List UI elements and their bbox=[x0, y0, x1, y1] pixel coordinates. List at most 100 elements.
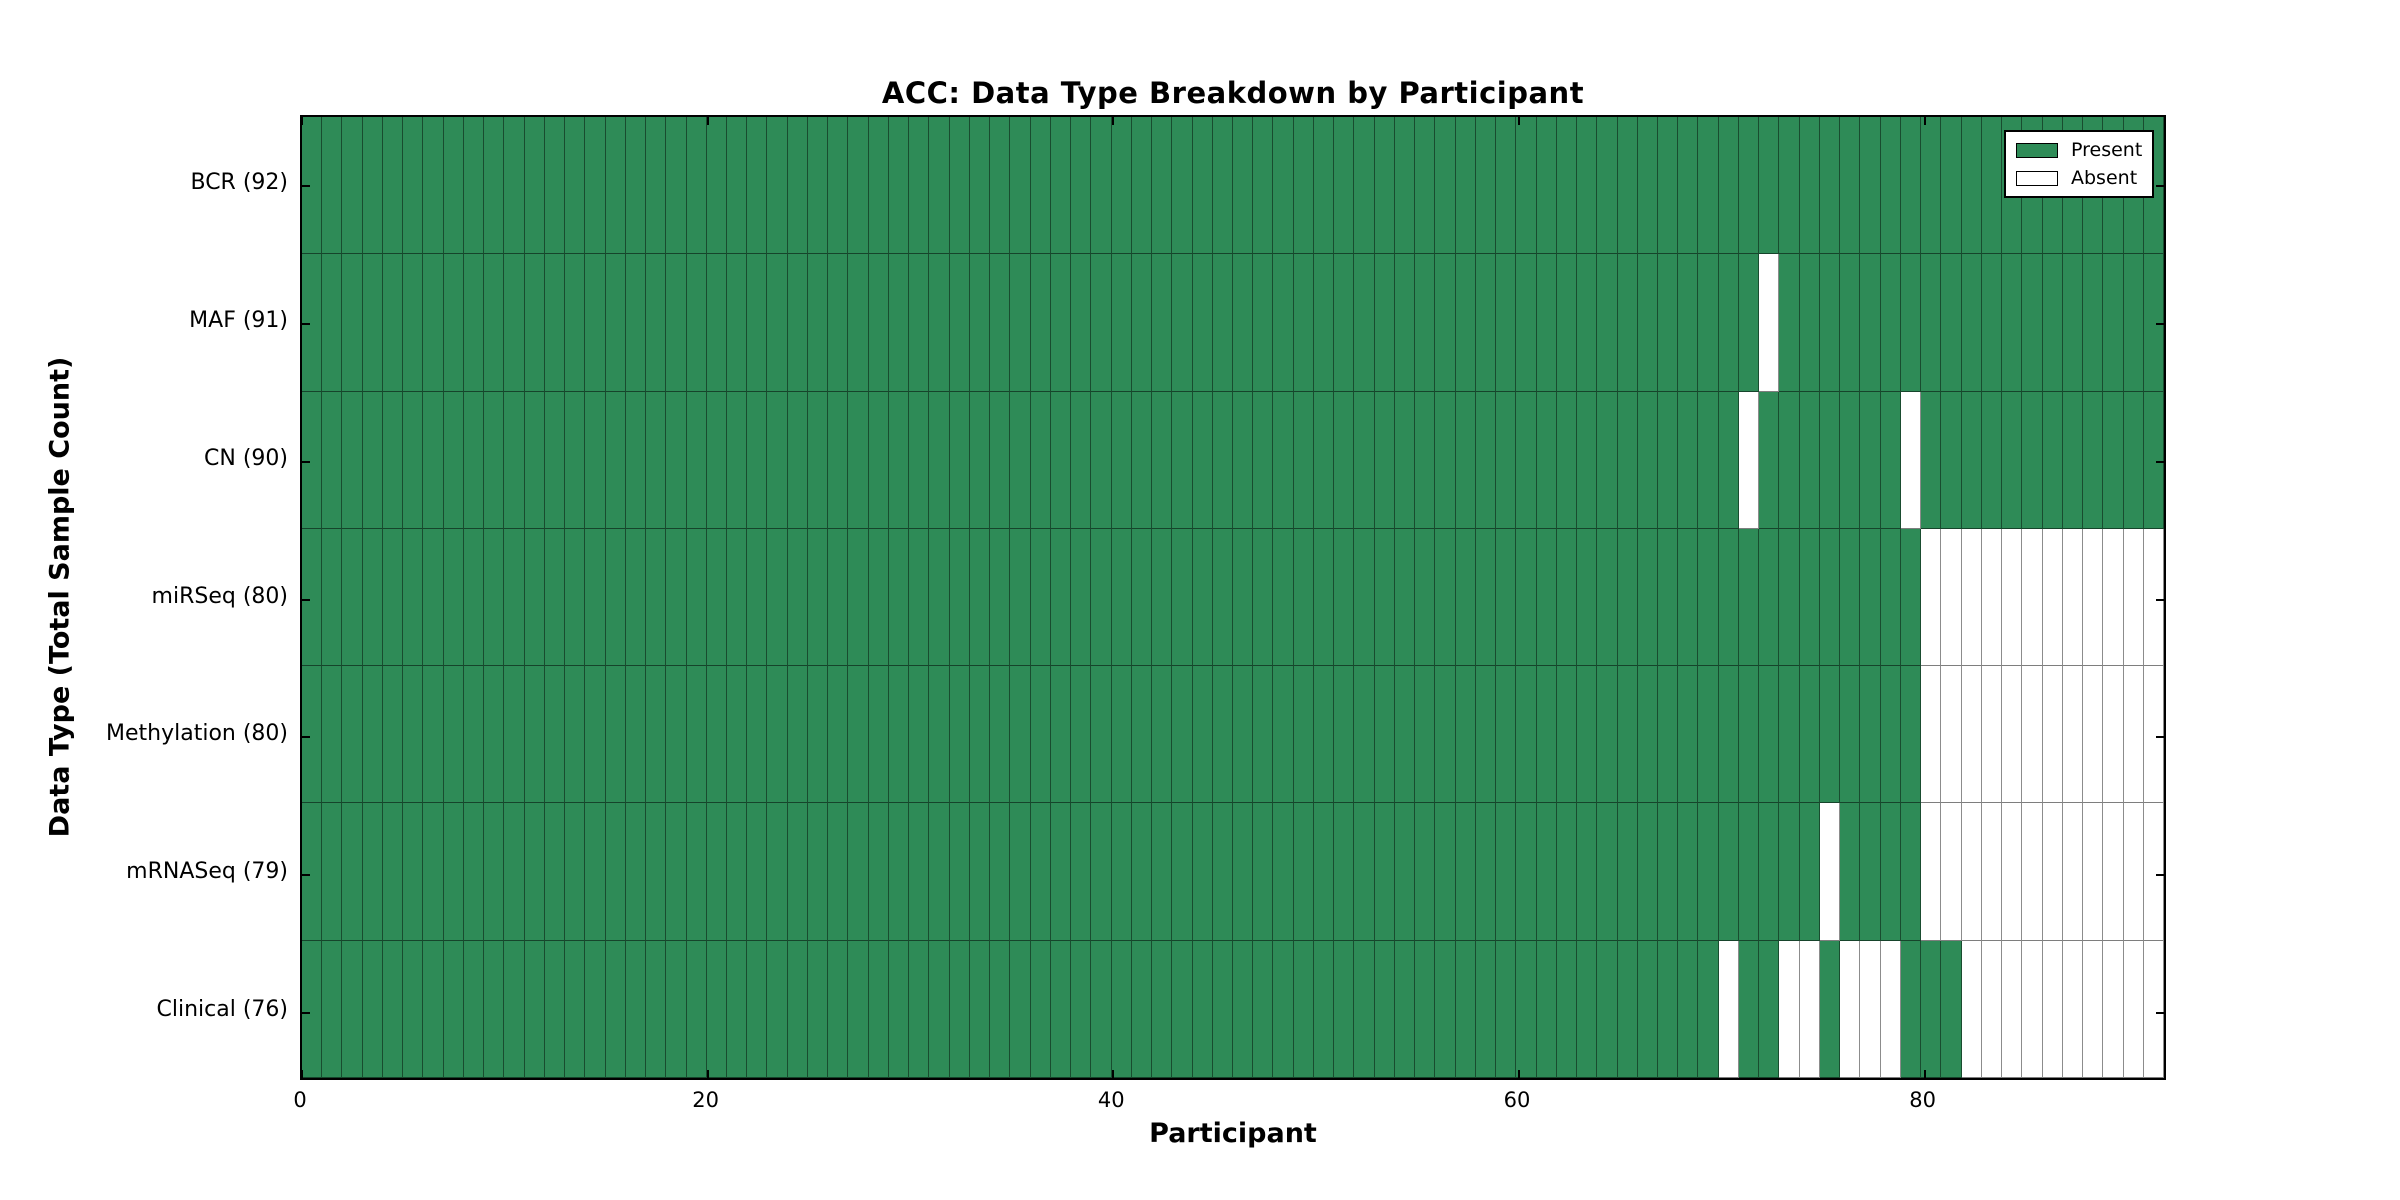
heatmap-cell bbox=[1192, 254, 1213, 392]
heatmap-cell bbox=[2062, 940, 2084, 1078]
heatmap-cell bbox=[969, 803, 991, 941]
heatmap-cell bbox=[1819, 803, 1841, 941]
heatmap-cell bbox=[1779, 940, 1800, 1078]
heatmap-cell bbox=[605, 117, 626, 255]
heatmap-cell bbox=[1030, 254, 1051, 392]
heatmap-cell bbox=[767, 803, 788, 941]
heatmap-cell bbox=[2123, 528, 2144, 667]
heatmap-cell bbox=[2083, 666, 2104, 804]
heatmap-cell bbox=[929, 666, 950, 804]
heatmap-cell bbox=[1556, 803, 1578, 941]
heatmap-cell bbox=[1030, 666, 1051, 804]
heatmap-cell bbox=[1759, 391, 1780, 529]
heatmap-cell bbox=[1253, 254, 1274, 392]
heatmap-cell bbox=[423, 666, 444, 804]
heatmap-cell bbox=[727, 940, 748, 1078]
heatmap-cell bbox=[1860, 254, 1881, 392]
heatmap-cell bbox=[342, 666, 363, 804]
heatmap-cell bbox=[1131, 666, 1153, 804]
heatmap-cell bbox=[1698, 803, 1719, 941]
heatmap-cell bbox=[1880, 528, 1901, 667]
legend-absent-label: Absent bbox=[2071, 167, 2138, 189]
heatmap-cell bbox=[1536, 803, 1557, 941]
heatmap-cell bbox=[423, 940, 444, 1078]
heatmap-cell bbox=[888, 391, 910, 529]
heatmap-cell bbox=[1900, 666, 1922, 804]
heatmap-cell bbox=[1860, 117, 1881, 255]
heatmap-cell bbox=[888, 117, 910, 255]
heatmap-cell bbox=[747, 254, 768, 392]
heatmap-cell bbox=[1981, 666, 2003, 804]
heatmap-cell bbox=[868, 254, 889, 392]
heatmap-cell bbox=[1536, 254, 1557, 392]
heatmap-cell bbox=[1840, 528, 1861, 667]
heatmap-cell bbox=[342, 940, 363, 1078]
heatmap-cell bbox=[1192, 803, 1213, 941]
heatmap-cell bbox=[625, 940, 647, 1078]
heatmap-cell bbox=[949, 666, 970, 804]
heatmap-cell bbox=[1172, 391, 1193, 529]
y-tick-mark bbox=[2156, 1012, 2164, 1015]
heatmap-grid bbox=[302, 117, 2164, 1078]
heatmap-cell bbox=[2062, 391, 2084, 529]
heatmap-cell bbox=[2083, 940, 2104, 1078]
x-tick-mark bbox=[301, 1070, 303, 1078]
heatmap-cell bbox=[1394, 803, 1416, 941]
heatmap-cell bbox=[990, 803, 1011, 941]
heatmap-cell bbox=[828, 528, 849, 667]
legend-entry-present: Present bbox=[2016, 140, 2142, 160]
heatmap-cell bbox=[322, 940, 343, 1078]
heatmap-cell bbox=[1192, 666, 1213, 804]
heatmap-cell bbox=[1232, 254, 1254, 392]
heatmap-cell bbox=[1455, 254, 1476, 392]
heatmap-cell bbox=[666, 117, 687, 255]
heatmap-cell bbox=[1658, 254, 1679, 392]
heatmap-cell bbox=[322, 254, 343, 392]
heatmap-cell bbox=[1415, 666, 1436, 804]
heatmap-cell bbox=[2103, 391, 2124, 529]
heatmap-cell bbox=[909, 117, 930, 255]
heatmap-cell bbox=[949, 391, 970, 529]
heatmap-cell bbox=[1496, 666, 1517, 804]
heatmap-cell bbox=[1941, 117, 1962, 255]
heatmap-cell bbox=[2022, 803, 2043, 941]
heatmap-cell bbox=[322, 391, 343, 529]
heatmap-cell bbox=[1111, 528, 1132, 667]
heatmap-cell bbox=[2103, 940, 2124, 1078]
heatmap-cell bbox=[1698, 940, 1719, 1078]
heatmap-cell bbox=[403, 940, 424, 1078]
heatmap-cell bbox=[2062, 666, 2084, 804]
heatmap-cell bbox=[1556, 528, 1578, 667]
heatmap-cell bbox=[706, 803, 728, 941]
heatmap-cell bbox=[1293, 666, 1314, 804]
heatmap-cell bbox=[1738, 803, 1760, 941]
heatmap-cell bbox=[1334, 666, 1355, 804]
heatmap-cell bbox=[646, 117, 667, 255]
y-tick-mark bbox=[2156, 598, 2164, 601]
heatmap-cell bbox=[322, 528, 343, 667]
heatmap-cell bbox=[2083, 803, 2104, 941]
heatmap-cell bbox=[666, 940, 687, 1078]
heatmap-cell bbox=[565, 391, 586, 529]
heatmap-cell bbox=[929, 254, 950, 392]
heatmap-cell bbox=[382, 117, 404, 255]
heatmap-cell bbox=[463, 666, 485, 804]
heatmap-cell bbox=[1577, 666, 1598, 804]
heatmap-cell bbox=[666, 391, 687, 529]
heatmap-cell bbox=[807, 803, 829, 941]
heatmap-cell bbox=[1738, 254, 1760, 392]
y-tick-mark bbox=[2156, 322, 2164, 325]
heatmap-cell bbox=[1374, 940, 1395, 1078]
heatmap-cell bbox=[848, 117, 869, 255]
heatmap-cell bbox=[2042, 666, 2063, 804]
heatmap-cell bbox=[828, 803, 849, 941]
heatmap-cell bbox=[646, 940, 667, 1078]
heatmap-cell bbox=[787, 528, 808, 667]
heatmap-cell bbox=[1556, 117, 1578, 255]
heatmap-cell bbox=[1010, 940, 1031, 1078]
heatmap-cell bbox=[1840, 117, 1861, 255]
heatmap-cell bbox=[302, 940, 323, 1078]
heatmap-cell bbox=[1394, 117, 1416, 255]
heatmap-cell bbox=[1374, 117, 1395, 255]
heatmap-cell bbox=[403, 391, 424, 529]
